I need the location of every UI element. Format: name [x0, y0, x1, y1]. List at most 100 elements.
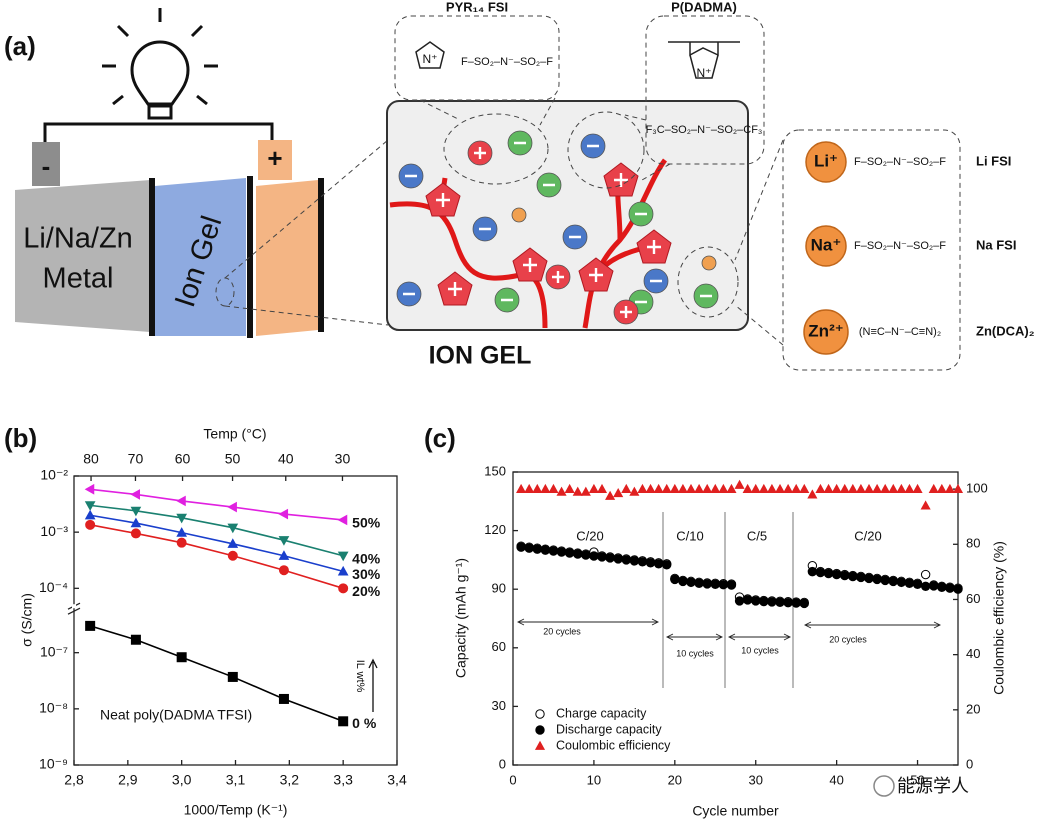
- series-label: 40%: [352, 550, 381, 566]
- salt-name: Zn(DCA)₂: [976, 323, 1035, 338]
- marker: [516, 542, 526, 552]
- salt-ion: Na⁺: [811, 235, 842, 254]
- neg-sign: -: [42, 151, 51, 181]
- marker: [130, 634, 141, 645]
- marker: [718, 483, 729, 493]
- marker: [337, 514, 348, 526]
- marker: [896, 577, 907, 588]
- y-tick-label: 10⁻⁸: [39, 700, 68, 716]
- pos-terminal: [258, 140, 292, 180]
- marker: [920, 500, 931, 510]
- marker: [920, 569, 931, 580]
- marker: [589, 551, 599, 561]
- marker: [856, 572, 866, 583]
- marker: [596, 483, 608, 493]
- marker: [629, 556, 640, 566]
- marker: [791, 483, 802, 493]
- annotation: Neat poly(DADMA TFSI): [100, 707, 252, 723]
- marker: [338, 583, 349, 594]
- panel-label: (c): [424, 423, 456, 453]
- span-arrow: [727, 633, 792, 641]
- marker: [831, 569, 842, 580]
- marker: [831, 483, 842, 493]
- marker: [937, 582, 947, 592]
- marker: [823, 483, 834, 493]
- marker: [337, 565, 349, 576]
- salt-ions: [803, 141, 849, 355]
- marker: [84, 501, 96, 511]
- marker: [621, 555, 631, 565]
- marker: [880, 483, 891, 493]
- zoom-spot: [567, 111, 645, 189]
- bulb: [102, 8, 218, 120]
- x-tick-label: 3,2: [280, 772, 300, 788]
- callout-salts: [782, 129, 961, 371]
- marker: [945, 583, 955, 593]
- y2-tick-label: 80: [966, 536, 980, 551]
- marker: [677, 483, 688, 493]
- marker: [864, 573, 874, 584]
- marker: [653, 559, 664, 569]
- marker: [863, 483, 875, 493]
- marker: [953, 584, 963, 594]
- marker: [581, 550, 591, 560]
- marker: [759, 596, 769, 607]
- x2-axis-label: Temp (°C): [203, 426, 266, 442]
- ion-signs: [403, 141, 712, 318]
- marker: [783, 597, 793, 608]
- x2-tick-label: 40: [278, 451, 294, 467]
- x2-tick-label: 60: [175, 451, 191, 467]
- marker: [130, 506, 142, 517]
- rate-label: C/20: [854, 528, 881, 543]
- y-tick-label: 90: [492, 581, 506, 596]
- x-tick-label: 3,3: [333, 772, 353, 788]
- marker: [823, 568, 834, 579]
- gel-title: ION GEL: [429, 342, 532, 370]
- marker: [807, 489, 818, 499]
- marker: [872, 574, 882, 585]
- x-tick-label: 30: [748, 772, 762, 787]
- x-axis-label: 1000/Temp (K⁻¹): [184, 802, 288, 818]
- span-label: 20 cycles: [829, 634, 867, 644]
- series-line: [90, 504, 344, 557]
- marker: [758, 483, 769, 493]
- marker: [597, 552, 607, 562]
- callout-polymer: [645, 15, 765, 165]
- structure: N⁺: [697, 66, 712, 80]
- marker: [678, 576, 688, 587]
- zoom-line: [734, 304, 784, 346]
- anode-label: Metal: [43, 263, 114, 295]
- x-tick-label: 20: [668, 772, 682, 787]
- marker: [815, 483, 826, 493]
- marker: [742, 483, 753, 493]
- marker: [774, 483, 786, 493]
- marker: [227, 538, 239, 548]
- marker: [564, 548, 575, 558]
- marker: [278, 508, 289, 520]
- salt-name: Li FSI: [976, 153, 1011, 168]
- structure: F–SO₂–N⁻–SO₂–F: [461, 56, 553, 68]
- y-tick-label: 10⁻³: [40, 523, 68, 539]
- callout-title: PYR₁₄ FSI: [446, 0, 508, 14]
- x2-tick-label: 30: [335, 451, 351, 467]
- y-tick-label: 150: [484, 463, 506, 478]
- marker: [888, 576, 898, 587]
- marker: [516, 483, 527, 493]
- structure: N⁺: [423, 52, 438, 66]
- marker: [670, 574, 680, 585]
- marker: [85, 620, 96, 631]
- ring: [415, 41, 445, 69]
- marker: [532, 483, 543, 493]
- x-tick-label: 2,9: [118, 772, 138, 788]
- zoom-spot: [677, 246, 739, 318]
- y2-tick-label: 60: [966, 591, 980, 606]
- legend-marker: [535, 725, 545, 735]
- watermark: 能源学人: [897, 776, 969, 796]
- marker: [621, 483, 632, 493]
- marker: [130, 528, 141, 539]
- y2-tick-label: 40: [966, 646, 980, 661]
- marker: [572, 486, 583, 496]
- marker: [880, 575, 890, 586]
- series-label: 30%: [352, 566, 381, 582]
- marker: [702, 579, 712, 589]
